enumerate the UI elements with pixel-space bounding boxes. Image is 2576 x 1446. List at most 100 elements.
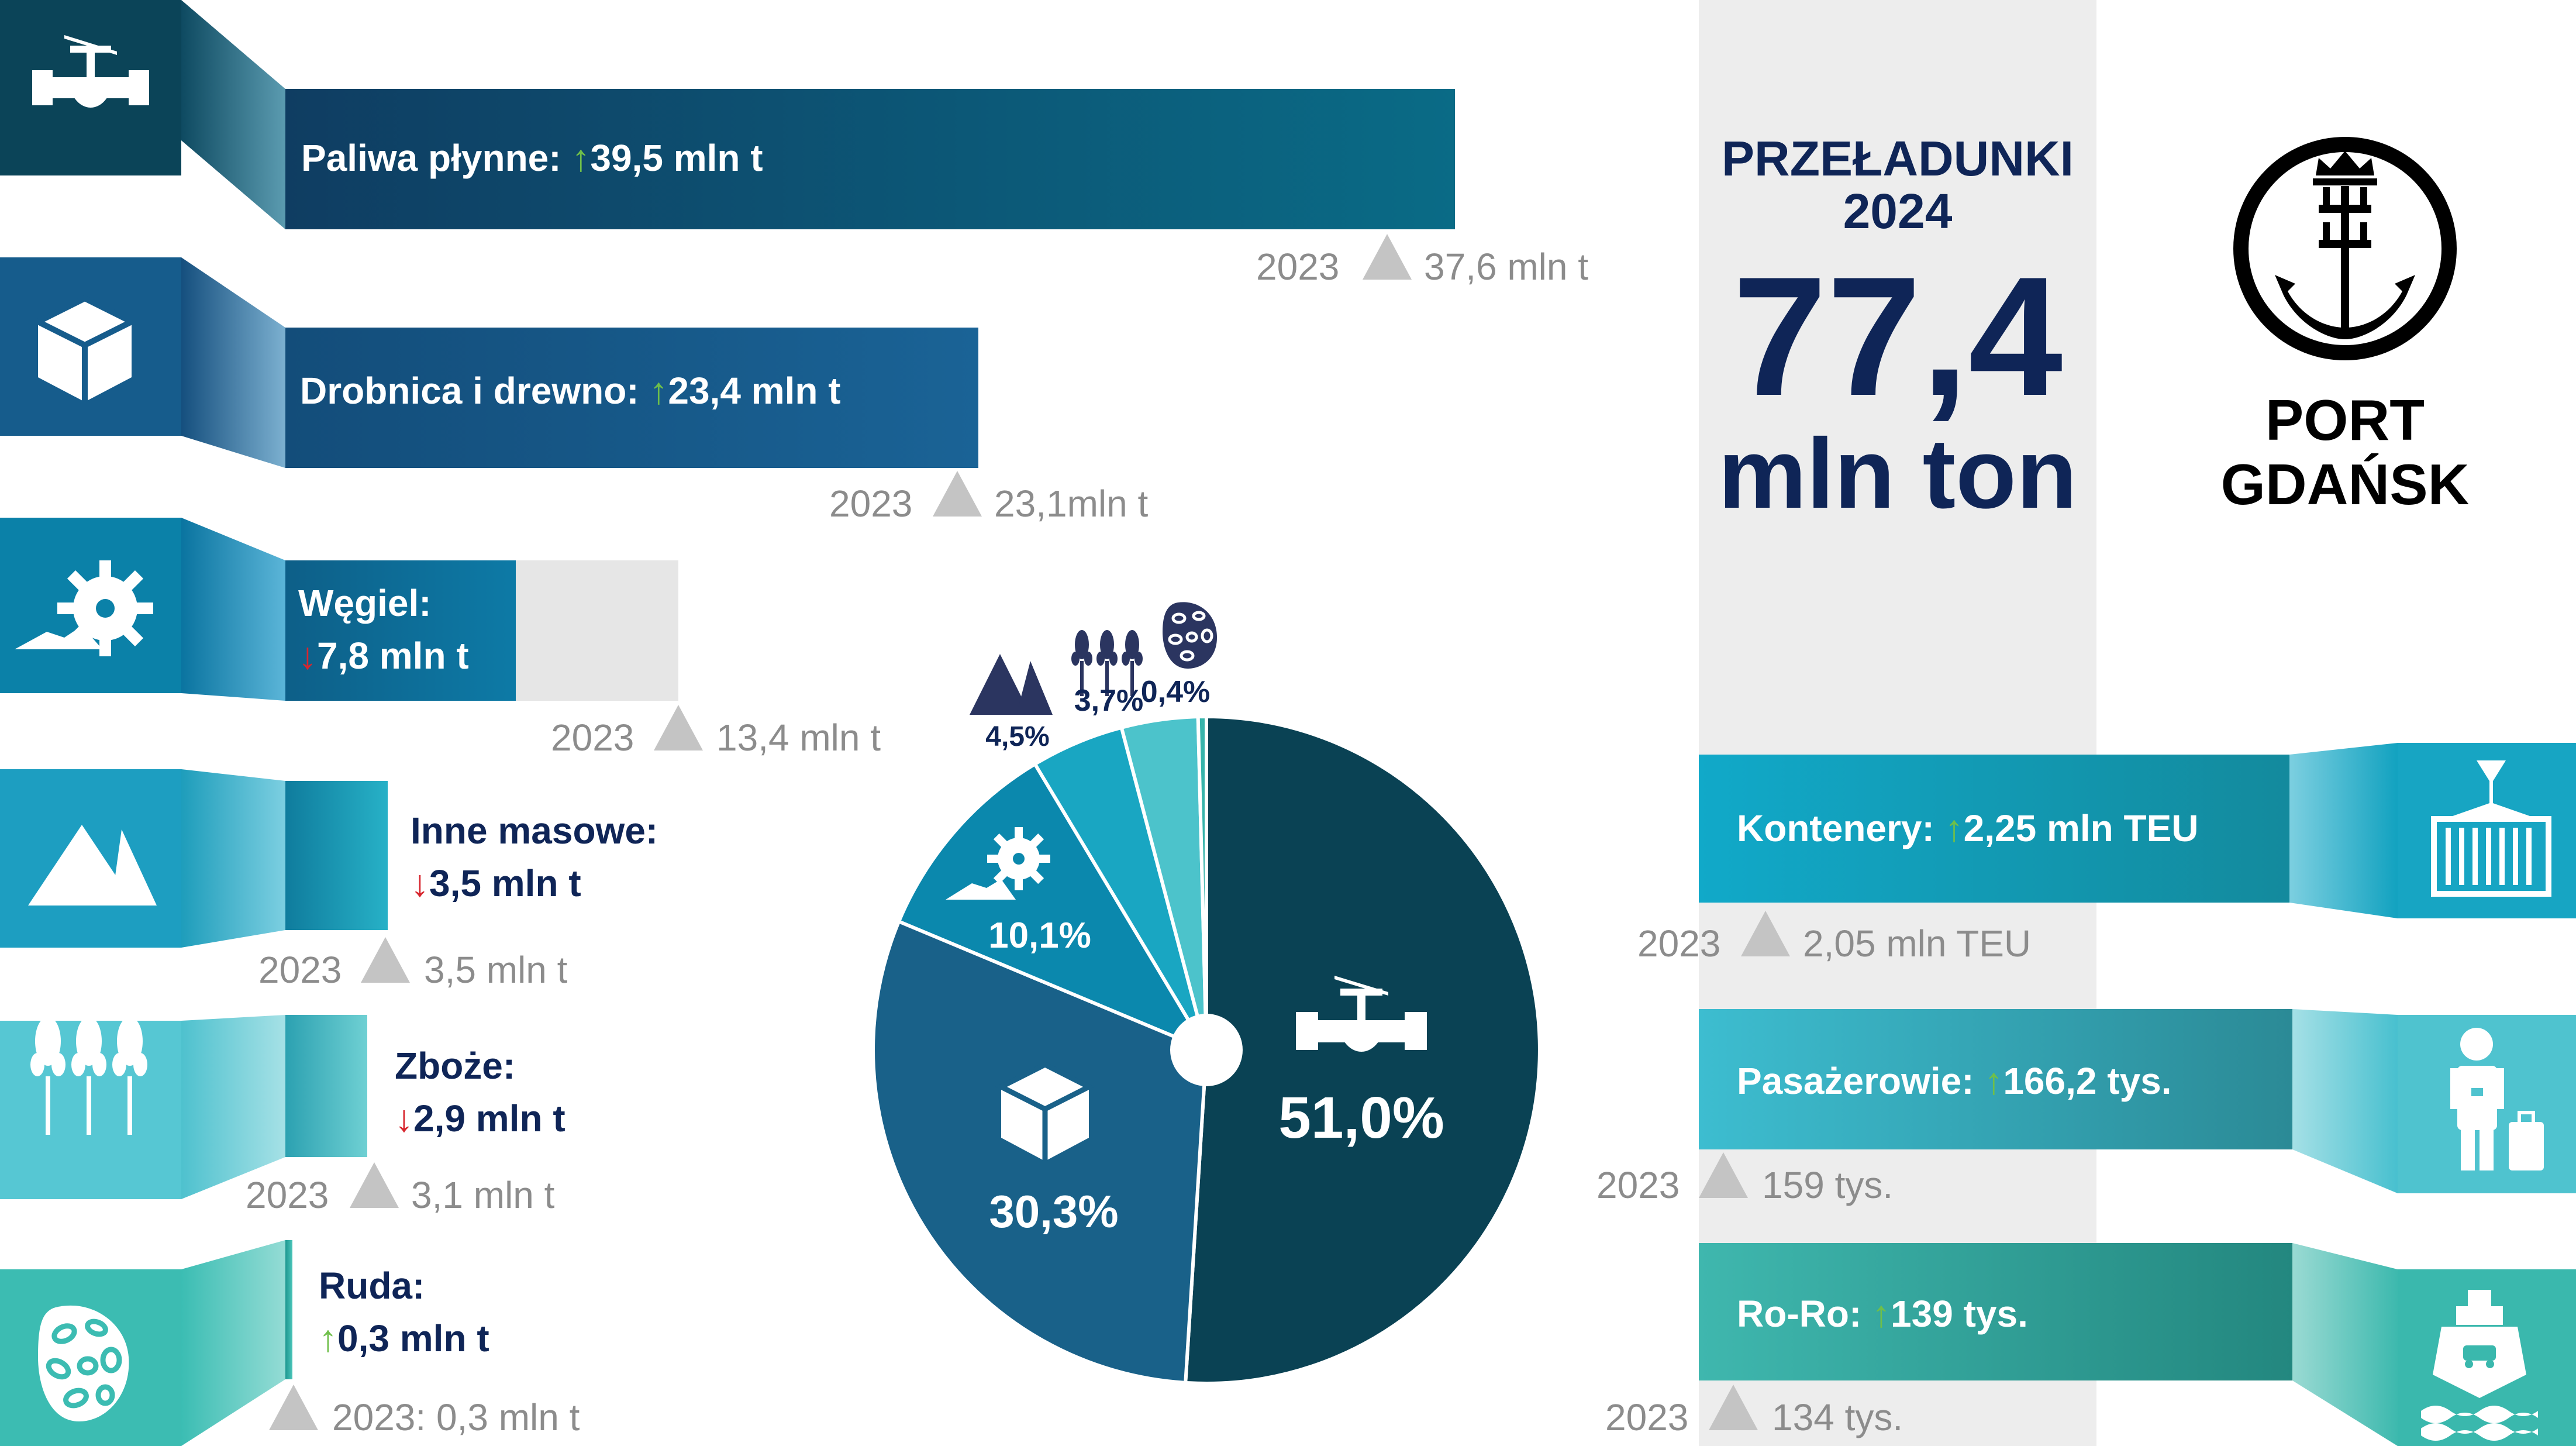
bar-fold (181, 0, 285, 229)
ore-icon (38, 1305, 129, 1421)
pie-slice-label: 51,0% (1278, 1085, 1444, 1151)
passenger-icon (2450, 1028, 2544, 1170)
pie-slice-6 (1196, 714, 1208, 1051)
pie-slice-label: 4,5% (985, 721, 1049, 752)
cube-icon (995, 1061, 1095, 1161)
bar-label-text: Paliwa płynne: ↑39,5 mln t (301, 137, 763, 179)
bar-fold (2292, 1009, 2398, 1193)
bar-value-text: ↑0,3 mln t (319, 1317, 489, 1359)
pie-chart (871, 714, 1542, 1385)
row-ro-ro: Ro-Ro: ↑139 tys. 2023 134 tys. (1605, 1243, 2576, 1446)
pie-label-paliwa: 51,0% (1278, 976, 1444, 1151)
prev-year: 2023 (1637, 922, 1720, 965)
trend-down-arrow: ↓ (395, 1097, 413, 1139)
cube-icon (35, 295, 135, 402)
pie-slice-4 (1032, 725, 1208, 1051)
bar-label-text: Zboże: (395, 1045, 515, 1087)
prev-value: 159 tys. (1762, 1164, 1893, 1206)
bar-label-text: Pasażerowie: ↑166,2 tys. (1737, 1060, 2172, 1102)
row-paliwa-plynne: Paliwa płynne: ↑39,5 mln t 2023 37,6 mln… (0, 0, 1588, 288)
prev-value: 3,5 mln t (424, 949, 568, 991)
bar-label-text: Inne masowe: (411, 810, 658, 852)
bar-fold (2289, 743, 2398, 918)
logo-text-line2: GDAŃSK (2221, 452, 2470, 517)
wheat-icon (30, 1017, 147, 1135)
pie-label-zboze: 3,7% (1071, 630, 1143, 718)
bar-fold (181, 257, 285, 468)
pie-slice-3 (896, 762, 1211, 1054)
logo-ring (2233, 137, 2457, 360)
bar-fold (2292, 1243, 2398, 1446)
coal-excavator-icon (946, 827, 1050, 900)
row-pasazerowie: Pasażerowie: ↑166,2 tys. 2023 159 tys. (1596, 1009, 2576, 1206)
prev-value: 2023: 0,3 mln t (332, 1396, 580, 1438)
comparison-triangle-icon (350, 1162, 399, 1208)
bar-label-text: Węgiel: (298, 582, 432, 624)
trend-up-arrow: ↑ (1872, 1293, 1891, 1335)
trend-up-arrow: ↑ (319, 1317, 337, 1359)
title-column-background (1699, 0, 2096, 1446)
bar-value-text: ↓2,9 mln t (395, 1097, 565, 1139)
bar-paliwa-plynne (285, 89, 1455, 229)
prev-year: 2023 (1596, 1164, 1680, 1206)
bar-wegiel (285, 560, 516, 701)
ferry-icon (2421, 1290, 2538, 1441)
bar-fold (181, 1240, 285, 1446)
comparison-triangle-icon (933, 471, 982, 517)
bar-zboze (285, 1015, 367, 1157)
bar-value-text: ↓3,5 mln t (411, 862, 581, 904)
bar-fold (181, 1015, 285, 1199)
bar-label-text: Kontenery: ↑2,25 mln TEU (1737, 807, 2199, 849)
trend-down-arrow: ↓ (411, 862, 429, 904)
comparison-triangle-icon (654, 705, 703, 750)
prev-value: 23,1mln t (994, 483, 1148, 525)
comparison-triangle-icon (1363, 234, 1412, 280)
trend-up-arrow: ↑ (1945, 807, 1964, 849)
row-inne-masowe: Inne masowe: ↓3,5 mln t 2023 3,5 mln t (0, 769, 658, 991)
title-block: PRZEŁADUNKI 2024 77,4 mln ton (1718, 131, 2077, 529)
row-zboze: Zboże: ↓2,9 mln t 2023 3,1 mln t (0, 1015, 565, 1216)
pie-center-hole (1170, 1014, 1243, 1086)
row-wegiel: Węgiel: ↓7,8 mln t 2023 13,4 mln t (0, 518, 881, 759)
bar-label-text: Ruda: (319, 1265, 425, 1307)
bar-wegiel-prev-year (516, 560, 678, 701)
logo-text-line1: PORT (2265, 388, 2425, 452)
trend-up-arrow: ↑ (649, 370, 668, 412)
prev-year: 2023 (551, 717, 634, 759)
pie-label-inne-masowe: 4,5% (970, 654, 1053, 752)
prev-value: 3,1 mln t (411, 1174, 555, 1216)
title-line2: 2024 (1843, 184, 1953, 239)
pie-slice-label: 0,4% (1141, 675, 1211, 709)
container-icon (2431, 760, 2551, 897)
bar-pasazerowie (1699, 1009, 2292, 1149)
valve-icon (1296, 976, 1427, 1052)
row-drobnica: Drobnica i drewno: ↑23,4 mln t 2023 23,1… (0, 257, 1148, 525)
mountains-icon (970, 654, 1053, 715)
pie-label-drobnica: 30,3% (989, 1061, 1119, 1237)
bar-inne-masowe (285, 781, 388, 930)
bar-value-text: ↓7,8 mln t (298, 635, 469, 677)
comparison-triangle-icon (361, 937, 410, 983)
prev-year: 2023 (258, 949, 342, 991)
bar-ro-ro (1699, 1243, 2292, 1380)
wheat-icon (1071, 630, 1143, 696)
prev-value: 37,6 mln t (1424, 246, 1588, 288)
prev-value: 13,4 mln t (716, 717, 881, 759)
anchor-crown-icon (2275, 151, 2415, 339)
bar-label-text: Drobnica i drewno: ↑23,4 mln t (300, 370, 841, 412)
bar-fold (181, 769, 285, 948)
ore-icon (1163, 602, 1217, 669)
port-gdansk-logo: PORT GDAŃSK (2221, 137, 2470, 517)
bar-label-text: Ro-Ro: ↑139 tys. (1737, 1293, 2028, 1335)
pie-slice-label: 30,3% (989, 1186, 1118, 1237)
prev-year: 2023 (246, 1174, 329, 1216)
row-kontenery: Kontenery: ↑2,25 mln TEU 2023 2,05 mln T… (1637, 743, 2576, 965)
comparison-triangle-icon (1709, 1385, 1758, 1430)
trend-up-arrow: ↑ (1984, 1060, 2003, 1102)
total-unit: mln ton (1718, 418, 2077, 529)
prev-year: 2023 (1605, 1396, 1688, 1438)
row-ruda: Ruda: ↑0,3 mln t 2023: 0,3 mln t (0, 1240, 580, 1446)
comparison-triangle-icon (269, 1385, 318, 1430)
comparison-triangle-icon (1741, 911, 1790, 956)
